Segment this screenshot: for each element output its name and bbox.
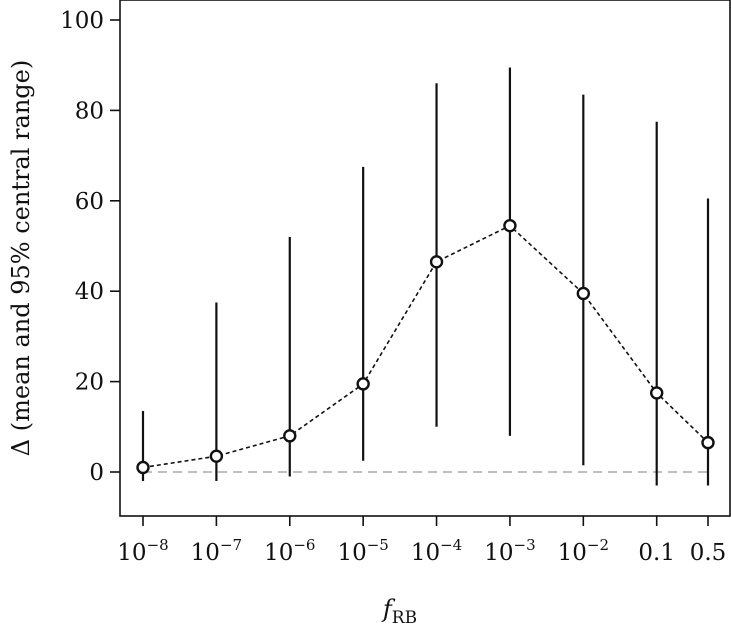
x-tick-label: 10−5 — [337, 536, 388, 566]
y-tick-label: 80 — [75, 98, 104, 124]
x-tick-label: 10−6 — [264, 536, 315, 566]
error-bars — [141, 67, 710, 486]
mean-markers — [136, 218, 715, 475]
x-tick-label: 10−4 — [411, 536, 462, 566]
x-tick-label: 0.1 — [638, 540, 675, 566]
y-tick-label: 40 — [75, 279, 104, 305]
x-tick-label: 10−3 — [484, 536, 535, 566]
y-tick-label: 100 — [60, 8, 104, 34]
mean-point — [356, 377, 370, 391]
y-axis: 0 20 40 60 80 100 — [60, 8, 120, 486]
x-tick-label: 10−2 — [558, 536, 609, 566]
mean-point — [650, 386, 664, 400]
y-tick-label: 0 — [89, 460, 104, 486]
y-tick-label: 20 — [75, 370, 104, 396]
y-axis-title: Δ (mean and 95% central range) — [7, 60, 35, 456]
mean-point — [503, 218, 517, 233]
x-tick-label: 10−7 — [191, 536, 242, 566]
mean-line — [142, 224, 709, 469]
x-tick-label: 0.5 — [690, 540, 727, 566]
mean-point — [283, 429, 297, 443]
x-tick-label: 10−8 — [117, 536, 168, 566]
y-tick-label: 60 — [75, 189, 104, 215]
x-axis: 10−8 10−7 10−6 10−5 10−4 10−3 10−2 0.1 0.5 — [117, 516, 726, 566]
mean-point — [209, 449, 224, 463]
mean-point — [136, 460, 150, 475]
mean-point — [429, 255, 444, 269]
x-axis-title: fRB — [381, 595, 417, 625]
plot-frame — [119, 0, 731, 517]
mean-point — [576, 286, 591, 301]
mean-point — [701, 435, 715, 450]
